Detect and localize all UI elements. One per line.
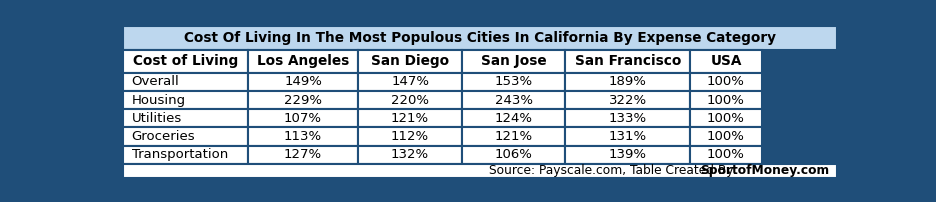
Bar xyxy=(358,73,461,91)
Text: 147%: 147% xyxy=(391,75,429,88)
Bar xyxy=(358,127,461,146)
Bar xyxy=(565,146,690,164)
Text: 243%: 243% xyxy=(494,94,533,107)
Bar xyxy=(690,91,762,109)
Text: Cost Of Living In The Most Populous Cities In California By Expense Category: Cost Of Living In The Most Populous Citi… xyxy=(183,31,776,45)
Bar xyxy=(248,127,358,146)
Bar xyxy=(123,73,248,91)
Text: 113%: 113% xyxy=(284,130,322,143)
Bar xyxy=(690,73,762,91)
Text: 220%: 220% xyxy=(391,94,429,107)
Text: Los Angeles: Los Angeles xyxy=(256,55,349,68)
Text: SportofMoney.com: SportofMoney.com xyxy=(700,164,829,177)
Text: 100%: 100% xyxy=(707,148,745,161)
Bar xyxy=(690,109,762,127)
Bar xyxy=(461,50,565,73)
Bar xyxy=(123,127,248,146)
Bar xyxy=(123,91,248,109)
Bar xyxy=(461,91,565,109)
Bar xyxy=(248,73,358,91)
Bar xyxy=(123,26,837,50)
Text: 121%: 121% xyxy=(494,130,533,143)
Text: San Jose: San Jose xyxy=(481,55,547,68)
Bar xyxy=(565,127,690,146)
Bar xyxy=(358,91,461,109)
Text: 107%: 107% xyxy=(284,112,322,125)
Text: 322%: 322% xyxy=(608,94,647,107)
Text: 229%: 229% xyxy=(284,94,322,107)
Text: San Francisco: San Francisco xyxy=(575,55,681,68)
Text: 139%: 139% xyxy=(608,148,647,161)
Text: Housing: Housing xyxy=(131,94,185,107)
Bar xyxy=(461,73,565,91)
Bar xyxy=(248,50,358,73)
Text: 100%: 100% xyxy=(707,112,745,125)
Text: Transportation: Transportation xyxy=(131,148,227,161)
Text: Source: Payscale.com, Table Created By:: Source: Payscale.com, Table Created By: xyxy=(490,164,745,177)
Bar xyxy=(690,127,762,146)
Text: San Diego: San Diego xyxy=(371,55,449,68)
Text: 100%: 100% xyxy=(707,75,745,88)
Text: Utilities: Utilities xyxy=(131,112,182,125)
Bar xyxy=(248,109,358,127)
Bar xyxy=(358,50,461,73)
Text: 189%: 189% xyxy=(609,75,647,88)
Bar xyxy=(461,127,565,146)
Text: 106%: 106% xyxy=(494,148,533,161)
Text: 149%: 149% xyxy=(285,75,322,88)
Text: 153%: 153% xyxy=(494,75,533,88)
Bar xyxy=(358,109,461,127)
Text: 100%: 100% xyxy=(707,94,745,107)
Bar xyxy=(358,146,461,164)
Text: 133%: 133% xyxy=(608,112,647,125)
Bar xyxy=(690,50,762,73)
Bar xyxy=(461,109,565,127)
Text: 100%: 100% xyxy=(707,130,745,143)
Bar xyxy=(123,164,837,178)
Text: 132%: 132% xyxy=(391,148,430,161)
Text: Groceries: Groceries xyxy=(131,130,195,143)
Bar xyxy=(123,50,248,73)
Text: 124%: 124% xyxy=(494,112,533,125)
Bar xyxy=(248,146,358,164)
Text: 121%: 121% xyxy=(391,112,430,125)
Bar xyxy=(565,50,690,73)
Text: 131%: 131% xyxy=(608,130,647,143)
Text: 127%: 127% xyxy=(284,148,322,161)
Bar xyxy=(123,146,248,164)
Bar xyxy=(565,73,690,91)
Bar xyxy=(565,91,690,109)
Bar xyxy=(123,109,248,127)
Bar xyxy=(248,91,358,109)
Text: Cost of Living: Cost of Living xyxy=(133,55,238,68)
Bar xyxy=(565,109,690,127)
Text: Overall: Overall xyxy=(131,75,180,88)
Text: 112%: 112% xyxy=(391,130,430,143)
Bar xyxy=(690,146,762,164)
Bar xyxy=(461,146,565,164)
Text: USA: USA xyxy=(710,55,741,68)
